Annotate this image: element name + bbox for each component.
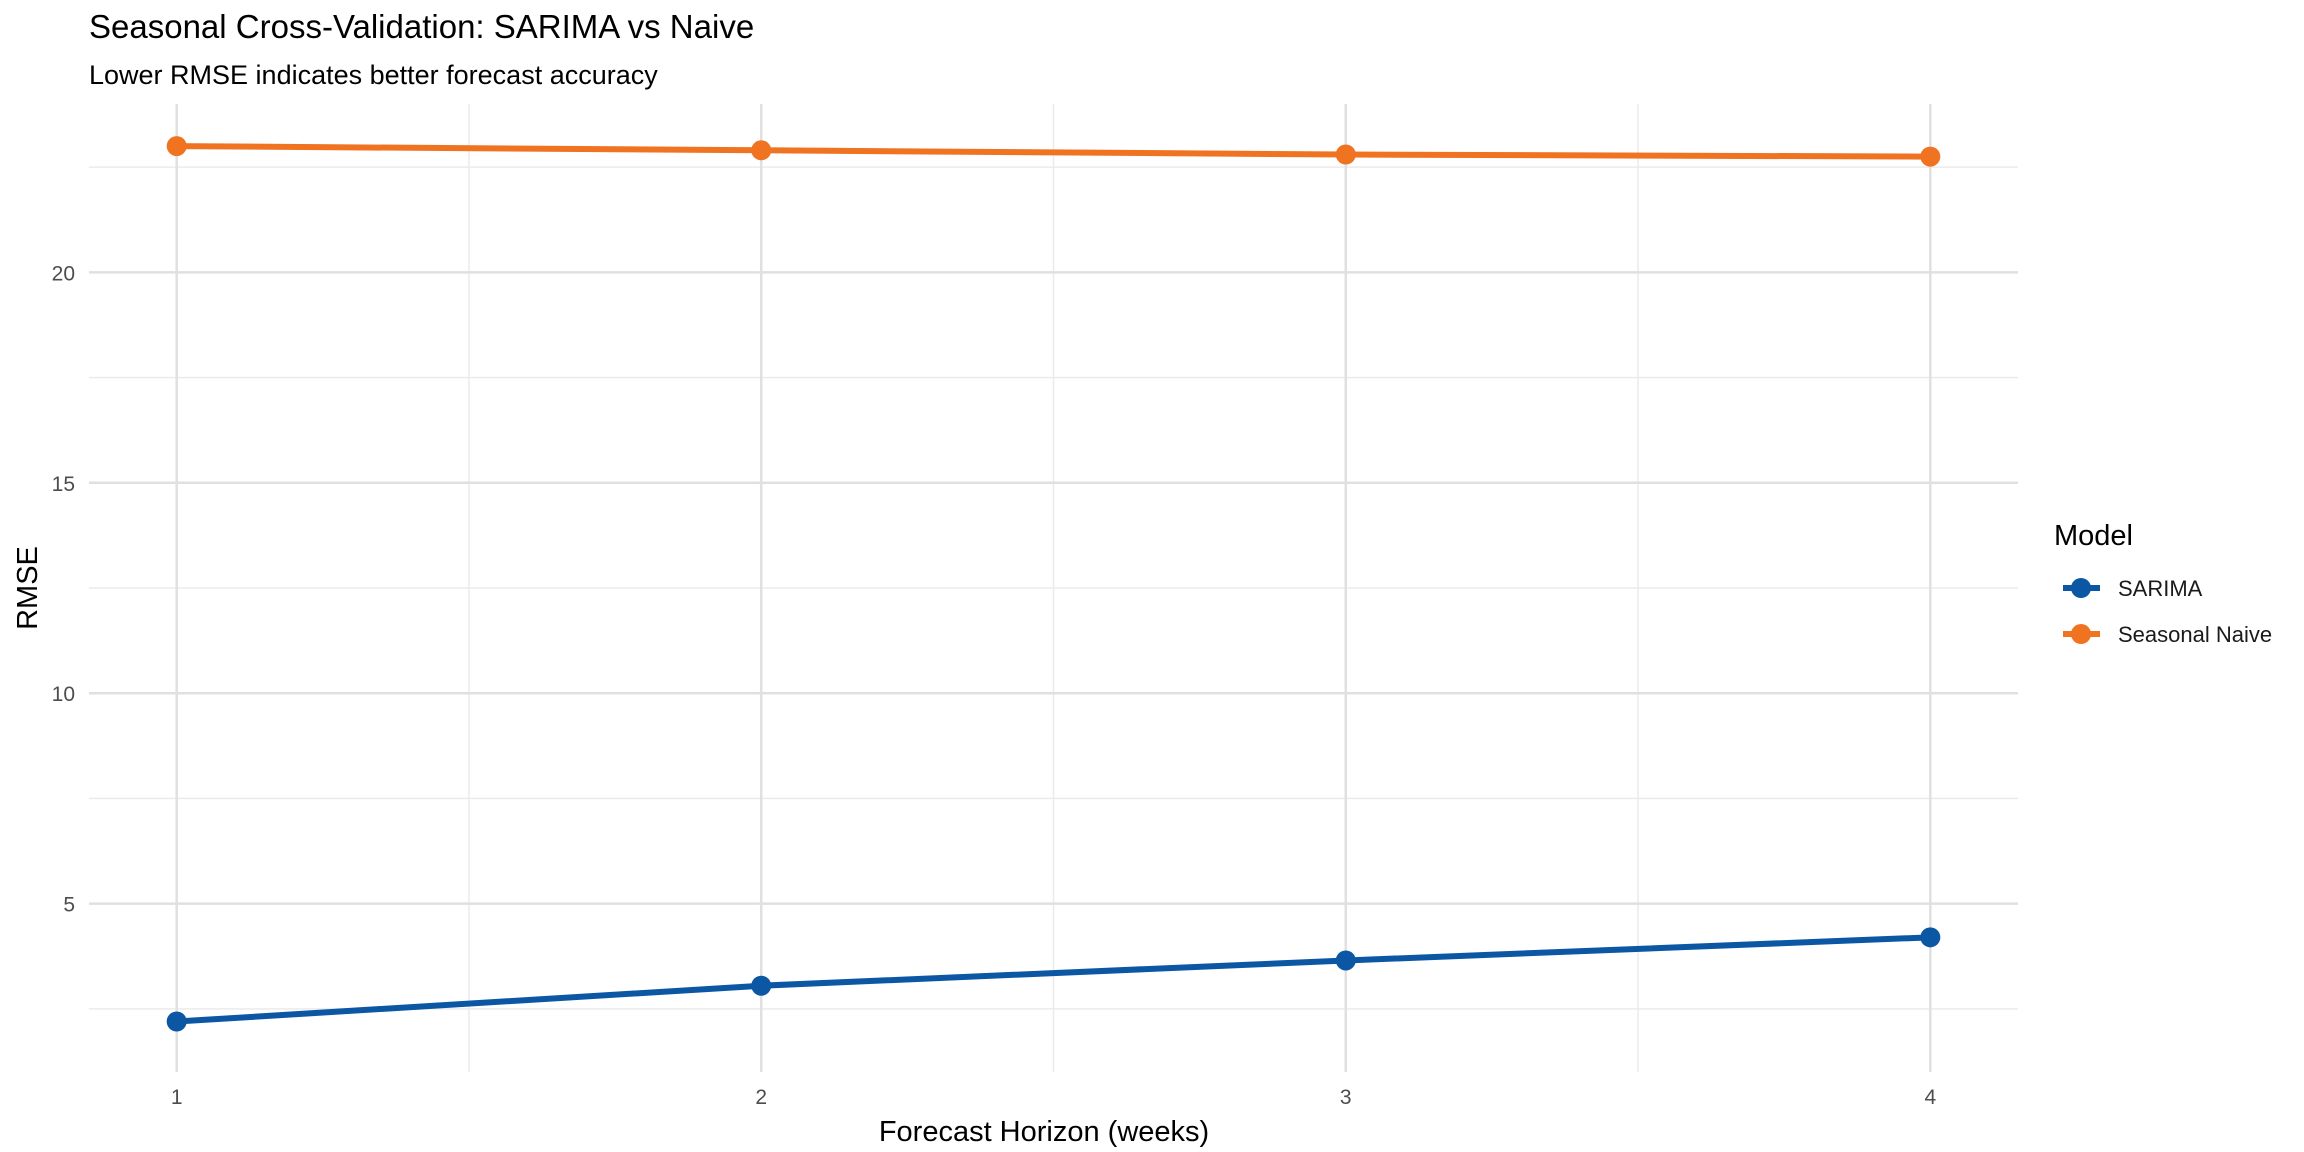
chart-subtitle: Lower RMSE indicates better forecast acc…	[89, 60, 658, 90]
y-axis-ticks: 5 10 15 20	[52, 262, 75, 916]
data-point-sarima	[166, 1011, 187, 1032]
data-point-sarima	[1335, 950, 1356, 971]
y-tick-label: 20	[52, 262, 75, 285]
x-tick-label: 2	[755, 1086, 767, 1109]
x-axis-ticks: 1 2 3 4	[171, 1086, 1937, 1109]
series-line-sarima	[176, 934, 1931, 1025]
legend: Model SARIMA Seasonal Naive	[2054, 520, 2272, 647]
legend-title: Model	[2054, 520, 2133, 552]
x-axis-title: Forecast Horizon (weeks)	[879, 1116, 1209, 1148]
data-point-sarima	[751, 975, 772, 996]
legend-item-seasonal-naive: Seasonal Naive	[2063, 622, 2272, 647]
data-point-seasonal-naive	[166, 136, 187, 157]
y-axis-title: RMSE	[12, 546, 44, 630]
grid-minor	[89, 104, 2018, 1072]
data-point-sarima	[1920, 927, 1941, 948]
legend-label: Seasonal Naive	[2118, 622, 2272, 647]
x-tick-label: 3	[1340, 1086, 1352, 1109]
series-layer	[166, 136, 1941, 1032]
legend-item-sarima: SARIMA	[2063, 576, 2203, 601]
y-tick-label: 15	[52, 473, 75, 496]
data-point-seasonal-naive	[751, 140, 772, 161]
legend-items: SARIMA Seasonal Naive	[2063, 576, 2272, 647]
data-point-seasonal-naive	[1335, 144, 1356, 165]
y-tick-label: 5	[63, 894, 75, 917]
chart-title: Seasonal Cross-Validation: SARIMA vs Nai…	[89, 8, 754, 45]
x-tick-label: 4	[1924, 1086, 1936, 1109]
legend-label: SARIMA	[2118, 576, 2203, 601]
series-line-seasonal-naive	[176, 143, 1931, 160]
x-tick-label: 1	[171, 1086, 183, 1109]
y-tick-label: 10	[52, 683, 75, 706]
grid-major	[89, 104, 2018, 1072]
data-point-seasonal-naive	[1920, 146, 1941, 167]
legend-key-point	[2071, 578, 2091, 598]
legend-key-point	[2071, 624, 2091, 644]
